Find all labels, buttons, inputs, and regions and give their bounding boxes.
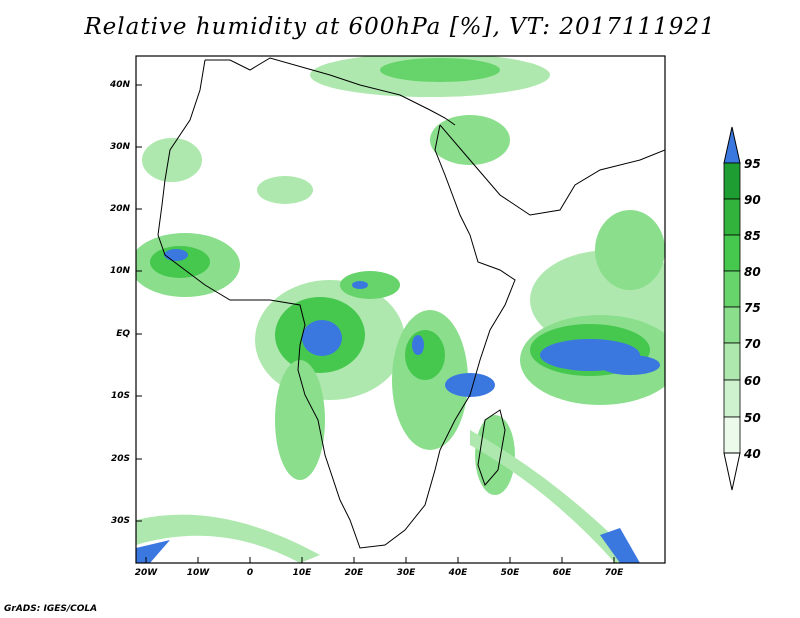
colorbar-swatch-70 [723, 306, 741, 344]
humidity-field [136, 56, 665, 563]
lon-label: 30E [396, 568, 416, 578]
colorbar-label: 75 [744, 301, 761, 315]
colorbar-swatch-90 [723, 162, 741, 200]
lon-label: 20W [134, 568, 158, 578]
colorbar-label: 80 [744, 265, 761, 279]
colorbar-swatch-60 [723, 342, 741, 381]
colorbar-swatch-85 [723, 198, 741, 236]
axis-ticks [136, 84, 615, 563]
lat-label: 30S [110, 516, 130, 526]
lat-label: 40N [109, 80, 130, 90]
lon-label: 20E [344, 568, 364, 578]
lat-label: 30N [109, 142, 130, 152]
lon-label: 10W [186, 568, 210, 578]
colorbar-label: 40 [744, 447, 761, 461]
credit-text: GrADS: IGES/COLA [4, 604, 98, 614]
lon-label: 60E [552, 568, 572, 578]
map-frame [135, 55, 666, 564]
map-title: Relative humidity at 600hPa [%], VT: 201… [84, 14, 716, 40]
colorbar-label: 50 [744, 411, 761, 425]
colorbar-label: 95 [744, 157, 761, 171]
colorbar-swatch-40 [723, 416, 741, 454]
lat-label: 20S [110, 454, 130, 464]
colorbar-label: 70 [744, 337, 761, 351]
lon-label: 0 [246, 568, 254, 578]
lat-label: 10N [109, 266, 130, 276]
lon-label: 70E [604, 568, 624, 578]
lat-label: 10S [110, 391, 130, 401]
lat-label: EQ [116, 329, 130, 339]
colorbar-label: 90 [744, 193, 761, 207]
lon-label: 50E [500, 568, 520, 578]
colorbar-bottom-arrow [723, 452, 741, 491]
colorbar-top-arrow [723, 126, 741, 164]
colorbar [723, 126, 741, 491]
colorbar-label: 85 [744, 229, 761, 243]
colorbar-swatch-75 [723, 270, 741, 308]
colorbar-swatch-80 [723, 234, 741, 272]
lon-label: 40E [448, 568, 468, 578]
colorbar-swatch-50 [723, 379, 741, 418]
lat-label: 20N [109, 204, 130, 214]
lon-label: 10E [292, 568, 312, 578]
colorbar-label: 60 [744, 374, 761, 388]
coastline [157, 57, 665, 549]
